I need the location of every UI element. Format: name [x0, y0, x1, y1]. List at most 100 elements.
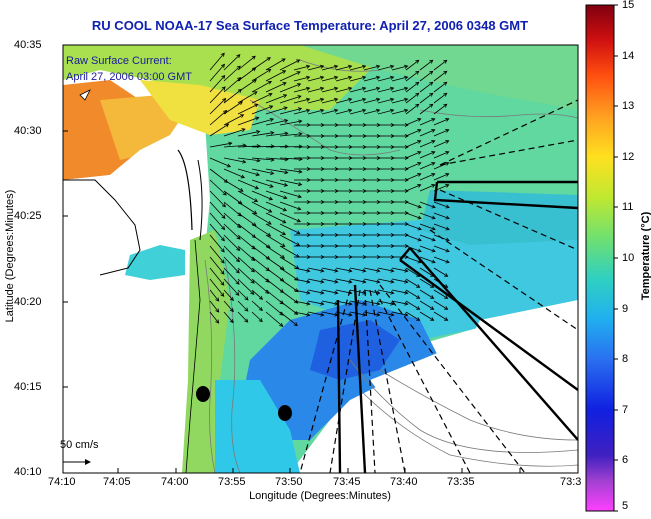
current-arrow-head — [226, 163, 231, 168]
current-arrow — [251, 132, 274, 137]
current-arrow-head — [429, 70, 434, 75]
current-arrow-head — [284, 118, 289, 123]
current-arrow — [265, 58, 286, 71]
current-arrow — [405, 70, 419, 82]
current-arrow-head — [298, 144, 303, 149]
colorbar-tick-label: 6 — [622, 454, 629, 466]
current-arrow-head — [445, 248, 450, 253]
current-arrow — [349, 109, 366, 115]
current-arrow — [265, 119, 288, 126]
current-arrow-head — [376, 86, 381, 91]
current-arrow-head — [252, 79, 257, 83]
current-arrow — [237, 145, 260, 148]
current-arrow — [293, 98, 310, 104]
current-arrow-head — [404, 133, 409, 139]
current-arrow — [209, 234, 225, 253]
colorbar-tick-label: 8 — [622, 353, 629, 365]
current-arrow — [223, 212, 241, 228]
current-arrow — [419, 223, 436, 230]
current-arrow-head — [334, 64, 339, 69]
current-arrow — [237, 278, 255, 295]
current-arrow-head — [229, 319, 234, 324]
current-arrow — [251, 201, 272, 213]
current-arrow — [321, 267, 338, 272]
current-arrow — [251, 69, 271, 82]
current-arrow — [349, 278, 366, 283]
current-arrow-head — [306, 312, 311, 317]
current-arrow-head — [265, 278, 270, 283]
current-arrow — [251, 118, 274, 126]
current-arrow-head — [404, 232, 409, 238]
current-arrow — [209, 157, 231, 168]
current-arrow — [363, 76, 380, 82]
current-arrow — [279, 256, 299, 269]
current-arrow-head — [320, 75, 325, 80]
current-arrow-head — [258, 295, 264, 300]
current-arrow-head — [445, 118, 450, 122]
current-arrow — [265, 212, 286, 224]
current-arrow-head — [334, 108, 339, 113]
current-arrow-head — [362, 312, 367, 317]
current-arrow — [251, 289, 263, 300]
current-arrow — [377, 278, 394, 283]
current-arrow-head — [282, 82, 287, 86]
current-arrow — [405, 162, 421, 170]
current-arrow-head — [281, 70, 287, 74]
current-arrow-head — [404, 177, 409, 183]
current-arrow — [335, 278, 352, 283]
current-arrow — [419, 311, 434, 321]
current-arrow — [251, 223, 271, 237]
current-arrow-head — [284, 131, 289, 136]
current-arrow — [363, 109, 380, 115]
current-arrow-head — [445, 237, 450, 242]
current-arrow-head — [221, 203, 226, 208]
current-arrow-head — [269, 105, 274, 110]
current-arrow — [223, 256, 240, 274]
current-arrow — [223, 245, 240, 262]
current-arrow-head — [294, 288, 299, 293]
current-arrow — [251, 311, 263, 322]
current-arrow — [377, 289, 394, 294]
current-arrow — [251, 157, 274, 161]
current-arrow — [405, 278, 420, 288]
current-arrow — [433, 151, 449, 159]
current-arrow — [405, 223, 422, 230]
current-arrow — [349, 98, 366, 104]
current-arrow-head — [266, 57, 271, 61]
current-arrow-head — [404, 312, 409, 317]
current-arrow — [237, 103, 258, 115]
current-arrow-head — [348, 97, 353, 102]
current-arrow — [293, 109, 310, 115]
current-arrow-head — [443, 81, 448, 86]
current-arrow — [279, 133, 302, 137]
current-arrow-head — [431, 248, 436, 253]
current-arrow — [209, 223, 225, 241]
current-arrow — [251, 179, 274, 188]
current-arrow — [251, 267, 270, 283]
current-arrow — [419, 234, 436, 241]
current-arrow-head — [306, 108, 311, 113]
current-arrow — [391, 76, 408, 82]
current-arrow — [265, 132, 288, 137]
transect-lines — [299, 99, 578, 473]
current-arrow — [265, 267, 284, 282]
axis-ticks — [62, 44, 521, 473]
current-arrow-head — [404, 75, 409, 80]
current-arrow — [391, 300, 408, 305]
current-arrow — [279, 278, 299, 292]
current-arrow — [251, 168, 274, 174]
current-arrow-head — [282, 94, 288, 98]
current-arrow-head — [444, 306, 449, 310]
current-arrow — [433, 81, 447, 93]
current-arrow — [433, 311, 448, 321]
current-arrow — [265, 311, 283, 327]
current-arrow — [433, 162, 449, 170]
current-arrow — [321, 65, 338, 71]
current-arrow-head — [236, 246, 241, 252]
current-arrow — [279, 157, 302, 160]
current-arrow — [433, 212, 450, 219]
current-arrow — [237, 267, 255, 284]
current-arrow-head — [251, 245, 256, 250]
current-arrow — [237, 234, 256, 250]
current-arrow — [279, 71, 301, 82]
